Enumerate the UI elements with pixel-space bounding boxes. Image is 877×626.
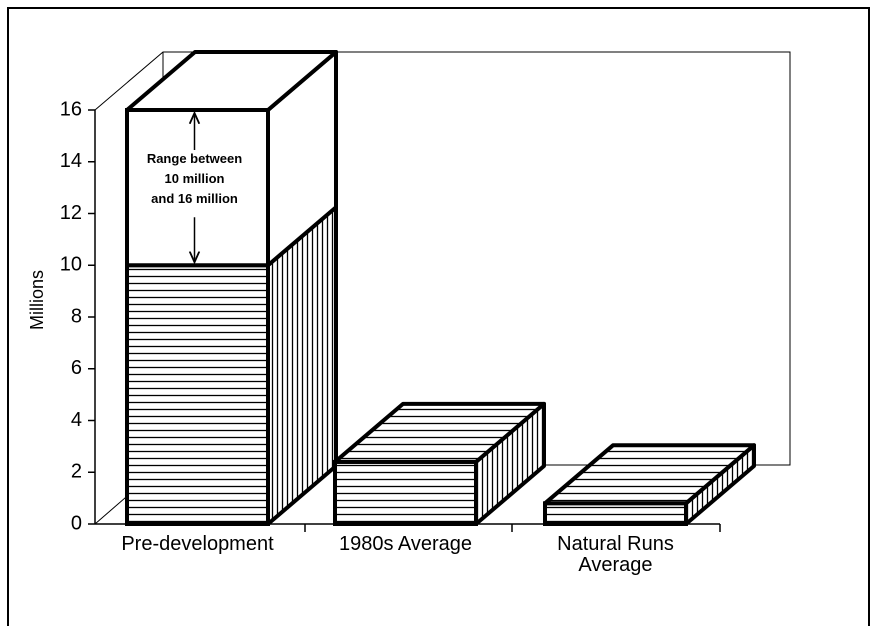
bar	[543, 501, 688, 526]
bar	[125, 108, 270, 268]
y-axis-label: Millions	[27, 270, 47, 330]
y-tick-label: 6	[71, 357, 82, 379]
bar-top	[125, 50, 338, 112]
x-tick-label: Natural Runs Average	[557, 533, 674, 576]
y-tick-label: 16	[60, 98, 82, 120]
bar	[333, 459, 478, 526]
bar-top	[333, 401, 546, 464]
x-tick-label: 1980s Average	[339, 533, 472, 555]
y-tick-label: 10	[60, 254, 82, 276]
bar-top	[543, 443, 756, 506]
y-tick-label: 14	[60, 150, 82, 172]
frame	[7, 7, 870, 626]
y-tick-label: 4	[71, 409, 82, 431]
y-tick-label: 8	[71, 305, 82, 327]
x-tick-label: Pre-development	[121, 533, 274, 555]
bar	[125, 263, 270, 526]
annotation: Range between 10 million and 16 million	[147, 151, 242, 206]
y-tick-label: 12	[60, 202, 82, 224]
y-tick-label: 0	[71, 512, 82, 534]
y-tick-label: 2	[71, 461, 82, 483]
